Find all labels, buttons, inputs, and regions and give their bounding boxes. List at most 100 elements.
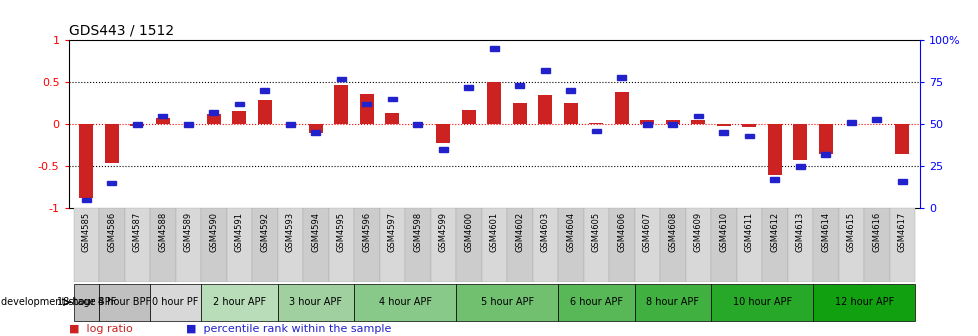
Bar bbox=[538, 95, 552, 124]
Bar bbox=[405, 208, 430, 282]
Text: GSM4588: GSM4588 bbox=[158, 212, 167, 252]
Bar bbox=[557, 208, 583, 282]
Bar bbox=[583, 208, 608, 282]
Bar bbox=[158, 114, 167, 118]
Bar bbox=[226, 208, 252, 282]
Bar bbox=[690, 120, 705, 124]
Bar bbox=[360, 94, 374, 124]
Text: ■  log ratio: ■ log ratio bbox=[68, 324, 132, 334]
Text: GSM4596: GSM4596 bbox=[362, 212, 371, 252]
Bar bbox=[329, 208, 354, 282]
Bar bbox=[303, 208, 329, 282]
Bar bbox=[387, 97, 396, 101]
Bar bbox=[278, 208, 303, 282]
Text: GSM4592: GSM4592 bbox=[260, 212, 269, 252]
Bar bbox=[795, 164, 804, 169]
Text: GSM4586: GSM4586 bbox=[108, 212, 116, 252]
Bar bbox=[821, 152, 829, 157]
Text: GSM4608: GSM4608 bbox=[668, 212, 677, 252]
Text: 4 hour APF: 4 hour APF bbox=[378, 297, 431, 307]
Bar bbox=[665, 120, 679, 124]
Bar bbox=[209, 110, 218, 115]
Bar bbox=[105, 124, 118, 163]
Bar bbox=[871, 117, 880, 122]
Bar bbox=[336, 77, 345, 81]
Text: GSM4600: GSM4600 bbox=[464, 212, 473, 252]
Bar bbox=[634, 208, 659, 282]
Bar bbox=[430, 208, 456, 282]
Bar bbox=[200, 208, 226, 282]
Text: GSM4606: GSM4606 bbox=[617, 212, 626, 252]
Bar bbox=[257, 100, 272, 124]
Bar bbox=[838, 208, 864, 282]
Bar bbox=[614, 92, 628, 124]
Bar bbox=[532, 208, 557, 282]
Bar bbox=[130, 124, 144, 126]
Text: 10 hour APF: 10 hour APF bbox=[732, 297, 791, 307]
Text: GSM4612: GSM4612 bbox=[770, 212, 778, 252]
Text: GSM4597: GSM4597 bbox=[387, 212, 396, 252]
Bar bbox=[634, 284, 710, 321]
Bar bbox=[512, 103, 526, 124]
Text: development stage: development stage bbox=[1, 297, 96, 307]
Bar bbox=[643, 122, 651, 127]
Bar bbox=[818, 124, 832, 154]
Bar bbox=[438, 147, 447, 152]
Text: 18 hour BPF: 18 hour BPF bbox=[57, 297, 115, 307]
Bar bbox=[864, 208, 889, 282]
Bar bbox=[252, 208, 278, 282]
Bar bbox=[150, 284, 200, 321]
Bar bbox=[99, 208, 124, 282]
Bar bbox=[462, 110, 475, 124]
Bar bbox=[566, 88, 575, 93]
Bar bbox=[640, 120, 653, 124]
Text: GSM4604: GSM4604 bbox=[566, 212, 575, 252]
Bar bbox=[200, 284, 278, 321]
Bar bbox=[73, 284, 99, 321]
Bar bbox=[184, 122, 193, 127]
Bar bbox=[744, 134, 753, 138]
Bar bbox=[385, 114, 399, 124]
Text: GSM4601: GSM4601 bbox=[489, 212, 499, 252]
Text: GSM4616: GSM4616 bbox=[871, 212, 880, 252]
Bar bbox=[895, 124, 909, 154]
Bar bbox=[617, 75, 626, 80]
Bar bbox=[710, 208, 735, 282]
Bar bbox=[286, 122, 294, 127]
Bar bbox=[710, 284, 813, 321]
Bar bbox=[770, 177, 778, 182]
Bar bbox=[124, 208, 150, 282]
Text: GSM4602: GSM4602 bbox=[514, 212, 524, 252]
Text: GSM4591: GSM4591 bbox=[235, 212, 244, 252]
Bar bbox=[481, 208, 507, 282]
Bar bbox=[362, 102, 371, 107]
Bar bbox=[436, 124, 450, 143]
Bar bbox=[792, 124, 807, 161]
Bar bbox=[897, 179, 906, 184]
Text: GSM4603: GSM4603 bbox=[540, 212, 550, 252]
Bar bbox=[334, 85, 348, 124]
Bar bbox=[762, 208, 787, 282]
Bar bbox=[278, 284, 354, 321]
Text: 3 hour APF: 3 hour APF bbox=[289, 297, 342, 307]
Bar bbox=[735, 208, 762, 282]
Bar bbox=[309, 124, 323, 133]
Text: GSM4599: GSM4599 bbox=[438, 212, 448, 252]
Text: GSM4609: GSM4609 bbox=[693, 212, 702, 252]
Bar bbox=[456, 284, 557, 321]
Bar bbox=[150, 208, 175, 282]
Bar bbox=[156, 119, 170, 124]
Bar bbox=[487, 82, 501, 124]
Bar bbox=[507, 208, 532, 282]
Bar bbox=[206, 114, 221, 124]
Bar bbox=[719, 130, 728, 135]
Bar bbox=[716, 124, 731, 126]
Text: 12 hour APF: 12 hour APF bbox=[833, 297, 893, 307]
Bar bbox=[659, 208, 685, 282]
Bar bbox=[889, 208, 914, 282]
Bar bbox=[311, 130, 320, 135]
Text: 0 hour PF: 0 hour PF bbox=[153, 297, 199, 307]
Text: GSM4614: GSM4614 bbox=[821, 212, 829, 252]
Bar bbox=[73, 208, 99, 282]
Bar bbox=[108, 181, 116, 185]
